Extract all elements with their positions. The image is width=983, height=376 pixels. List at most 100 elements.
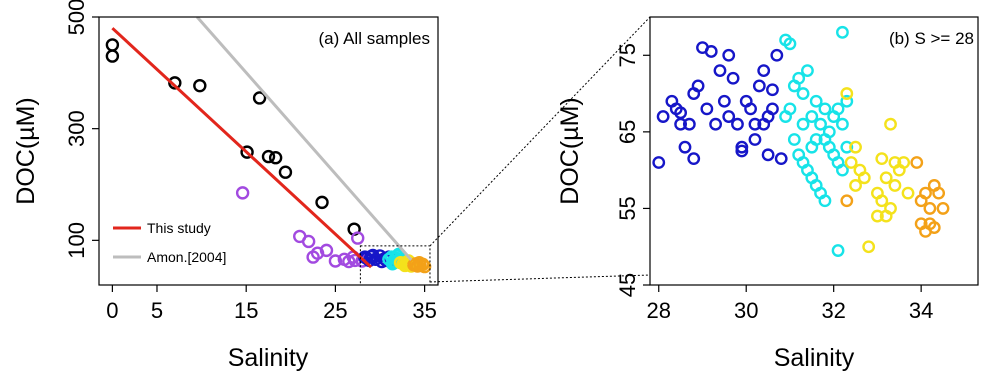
panel-b-point-yellow (875, 152, 889, 166)
panel-b-point-blue (744, 102, 757, 116)
panel-b-point-blue (652, 156, 666, 169)
panel-b-x-tick-label: 34 (909, 298, 933, 323)
legend-label-this-study: This study (147, 220, 211, 236)
panel-b-point-blue (748, 117, 762, 131)
panel-b-point-blue (717, 94, 731, 108)
panel-b-point-blue (731, 117, 744, 131)
panel-b-point-yellow (888, 156, 902, 169)
panel-a-y-tick-label: 300 (64, 110, 89, 147)
panel-a: 0 5 15 25 35 100 300 500 (a) All samples Salini… (12, 0, 439, 372)
panel-b-point-blue (735, 144, 749, 158)
panel-a-point-orange (412, 255, 426, 270)
panel-b-point-blue (722, 48, 736, 62)
panel-a-ticks: 0 5 15 25 35 100 300 500 (64, 0, 437, 323)
panel-b-points (652, 25, 950, 257)
panel-b-point-cyan (831, 244, 845, 257)
panel-a-point-mid (342, 254, 356, 269)
panel-a-point-mid (351, 231, 365, 245)
panel-a-plot-frame (98, 16, 439, 286)
panel-b-x-tick-label: 32 (821, 298, 845, 323)
panel-b-y-tick-label: 45 (615, 273, 640, 297)
panel-b-point-cyan (840, 94, 854, 108)
panel-b-point-cyan (783, 102, 797, 116)
panel-a-x-axis-title: Salinity (228, 344, 309, 372)
panel-b-point-cyan (783, 37, 797, 51)
panel-b-point-yellow (897, 156, 911, 169)
panel-b-point-yellow (884, 202, 897, 215)
panel-b-point-yellow (840, 87, 854, 100)
panel-b-point-cyan (805, 110, 819, 123)
panel-b-point-cyan (818, 102, 832, 116)
panel-a-point-low (261, 149, 276, 164)
panel-b-point-yellow (844, 156, 858, 169)
panel-b-point-orange (923, 202, 937, 215)
trend-line-this-study (111, 27, 373, 269)
panel-b-point-cyan (840, 140, 854, 154)
panel-a-trend-lines (111, 17, 413, 269)
panel-a-x-tick-label: 15 (234, 298, 258, 323)
panel-b-point-yellow (871, 209, 884, 223)
panel-a-point-blue (366, 248, 380, 263)
panel-b-point-blue (656, 110, 670, 123)
panel-b-point-yellow (879, 171, 893, 185)
panel-b-title: (b) S >= 28 (889, 29, 974, 48)
panel-b-point-blue (766, 83, 779, 97)
panel-b-point-blue (726, 71, 740, 85)
panel-a-point-mid (235, 186, 250, 200)
panel-b-point-cyan (796, 117, 810, 131)
panel-b-point-cyan (836, 25, 849, 39)
panel-a-point-low (105, 38, 120, 52)
panel-a-title: (a) All samples (319, 29, 430, 48)
panel-b: 28 30 32 34 45 55 65 75 (b) S >= 28 Salinity DO… (556, 16, 979, 372)
panel-a-point-mid (319, 243, 334, 258)
panel-a-x-tick-label: 35 (412, 298, 436, 323)
panel-b-point-blue (704, 45, 718, 58)
panel-a-point-low (193, 78, 207, 93)
panel-b-plot-frame (649, 16, 979, 286)
panel-b-x-tick-label: 28 (647, 298, 671, 323)
panel-b-y-tick-label: 55 (615, 196, 640, 220)
panel-b-point-cyan (809, 133, 823, 146)
panel-b-point-cyan (801, 64, 814, 78)
panel-b-point-blue (709, 117, 722, 131)
panel-b-point-yellow (875, 194, 889, 208)
panel-a-point-mid (301, 234, 316, 249)
panel-b-point-blue (757, 117, 771, 131)
panel-b-point-blue (735, 140, 749, 154)
panel-b-point-cyan (836, 117, 849, 131)
panel-b-point-yellow (901, 186, 915, 200)
panel-b-point-orange (936, 202, 950, 215)
panel-b-x-axis-title: Salinity (774, 344, 855, 372)
panel-a-point-low (252, 91, 267, 105)
panel-a-x-tick-label: 25 (323, 298, 347, 323)
panel-b-y-axis-title: DOC(µM) (556, 97, 584, 204)
panel-b-point-blue (682, 117, 696, 131)
zoom-connector-bottom (429, 274, 651, 283)
panel-b-point-blue (752, 79, 766, 93)
panel-a-point-low (168, 76, 182, 90)
panel-b-point-orange (919, 224, 932, 238)
panel-b-point-orange (910, 156, 924, 169)
panel-b-point-cyan (792, 71, 806, 85)
panel-b-point-blue (774, 152, 788, 166)
panel-b-point-cyan (822, 125, 836, 139)
legend-label-amon: Amon.[2004] (147, 249, 226, 265)
panel-b-point-blue (674, 117, 688, 131)
panel-b-point-yellow (888, 179, 902, 192)
panel-b-point-blue (748, 133, 762, 146)
panel-a-y-axis-title: DOC(µM) (12, 97, 40, 204)
panel-a-point-mid (306, 250, 320, 264)
panel-b-y-tick-label: 65 (615, 120, 640, 144)
panel-b-point-yellow (862, 240, 876, 254)
panel-b-point-cyan (831, 102, 845, 116)
panel-a-point-low (240, 145, 254, 159)
panel-a-x-tick-label: 5 (151, 298, 163, 323)
panel-b-point-cyan (814, 117, 827, 131)
trend-line-amon (196, 17, 413, 261)
panel-b-point-blue (757, 64, 771, 78)
panel-b-y-tick-label: 75 (615, 43, 640, 67)
panel-a-point-low (315, 195, 329, 210)
panel-a-point-low (278, 165, 293, 179)
panel-b-x-tick-label: 30 (734, 298, 758, 323)
panel-b-point-blue (678, 140, 692, 154)
